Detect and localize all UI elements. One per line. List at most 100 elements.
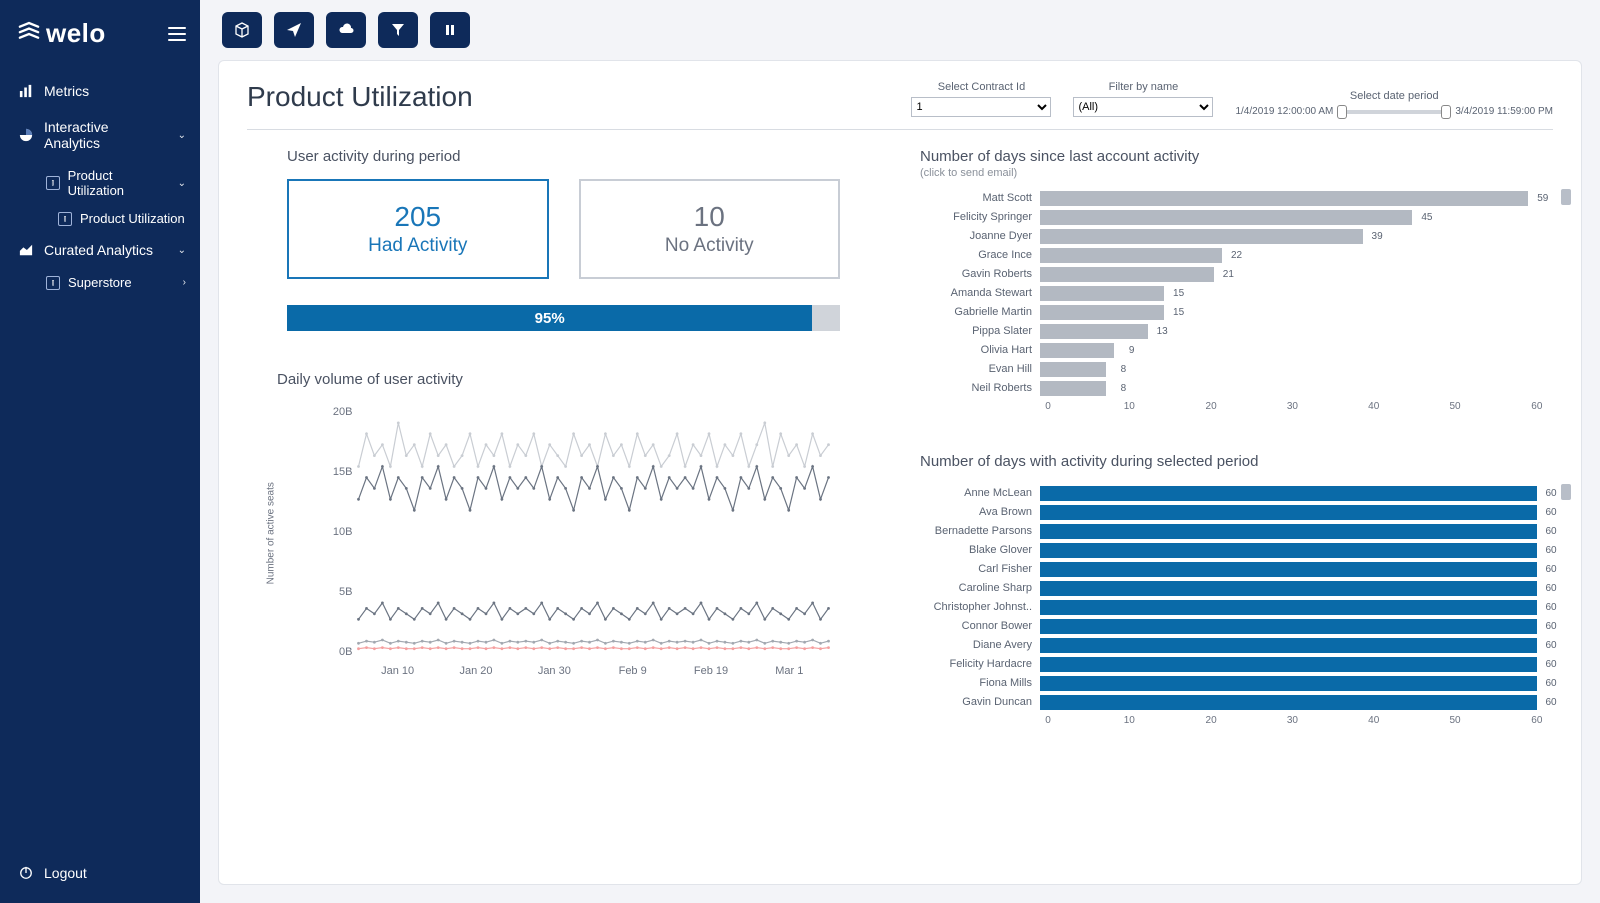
hbar-label: Ava Brown (920, 506, 1040, 518)
chart-box-icon: ⫾ (58, 212, 72, 226)
hbar-label: Anne McLean (920, 487, 1040, 499)
hbar-row[interactable]: Neil Roberts 8 (920, 379, 1553, 397)
filter-icon (390, 22, 406, 38)
send-icon (286, 22, 302, 38)
sidebar-item-metrics[interactable]: Metrics (0, 73, 200, 109)
hbar-row: Bernadette Parsons 60 (920, 522, 1553, 540)
sidebar-subitem-superstore[interactable]: ⫾ Superstore › (46, 268, 200, 297)
cube-icon (234, 22, 250, 38)
chevron-down-icon: ⌄ (178, 130, 186, 141)
toolbar-filter-button[interactable] (378, 12, 418, 48)
chevron-down-icon: ⌄ (178, 178, 186, 189)
hbar-row[interactable]: Matt Scott 59 (920, 189, 1553, 207)
sidebar-item-label: Product Utilization (80, 211, 185, 226)
toolbar-pause-button[interactable] (430, 12, 470, 48)
hbar-row[interactable]: Olivia Hart 9 (920, 341, 1553, 359)
hbar-label: Bernadette Parsons (920, 525, 1040, 537)
svg-text:Jan 20: Jan 20 (459, 665, 492, 677)
toolbar (200, 0, 1600, 60)
logo-icon (18, 21, 40, 47)
sidebar-item-interactive-analytics[interactable]: Interactive Analytics ⌄ (0, 109, 200, 161)
sidebar-item-curated-analytics[interactable]: Curated Analytics ⌄ (0, 232, 200, 268)
kpi-value: 10 (591, 201, 829, 233)
kpi-had-activity[interactable]: 205 Had Activity (287, 179, 549, 279)
hbar-label: Christopher Johnst.. (920, 601, 1040, 613)
slider-handle-end[interactable] (1441, 105, 1451, 119)
filter-name-label: Filter by name (1109, 81, 1179, 93)
sidebar-subitem2-product-utilization[interactable]: ⫾ Product Utilization (58, 205, 200, 232)
left-column: User activity during period 205 Had Acti… (247, 148, 880, 857)
filters: Select Contract Id 1 Filter by name (All… (911, 81, 1553, 117)
chart-box-icon: ⫾ (46, 176, 60, 190)
main: Product Utilization Select Contract Id 1… (200, 0, 1600, 903)
scrollbar[interactable] (1561, 189, 1571, 205)
sidebar-subitem-product-utilization[interactable]: ⫾ Product Utilization ⌄ (46, 161, 200, 205)
hbar-label: Neil Roberts (920, 382, 1040, 394)
hbar-label: Felicity Hardacre (920, 658, 1040, 670)
hbar-row[interactable]: Evan Hill 8 (920, 360, 1553, 378)
toolbar-send-button[interactable] (274, 12, 314, 48)
hbar-label: Evan Hill (920, 363, 1040, 375)
brand-name: welo (46, 18, 106, 49)
svg-text:20B: 20B (333, 406, 353, 418)
toolbar-cloud-button[interactable] (326, 12, 366, 48)
activity-chart-title: Number of days with activity during sele… (920, 453, 1553, 470)
nav: Metrics Interactive Analytics ⌄ ⫾ Produc… (0, 73, 200, 849)
sidebar-item-label: Curated Analytics (44, 242, 153, 258)
hbar-row: Ava Brown 60 (920, 503, 1553, 521)
svg-text:5B: 5B (339, 586, 352, 598)
kpi-no-activity[interactable]: 10 No Activity (579, 179, 841, 279)
hbar-row[interactable]: Pippa Slater 13 (920, 322, 1553, 340)
kpi-label: Had Activity (299, 235, 537, 257)
hbar-row: Christopher Johnst.. 60 (920, 598, 1553, 616)
hbar-row: Diane Avery 60 (920, 636, 1553, 654)
svg-text:Jan 10: Jan 10 (381, 665, 414, 677)
activity-chart: Anne McLean 60 Ava Brown 60 Bernadette P… (920, 484, 1553, 731)
hbar-row[interactable]: Grace Ince 22 (920, 246, 1553, 264)
chart-box-icon: ⫾ (46, 276, 60, 290)
logout-button[interactable]: Logout (0, 849, 200, 903)
sidebar-item-label: Superstore (68, 275, 132, 290)
kpi-label: No Activity (591, 235, 829, 257)
area-chart-icon (18, 242, 34, 258)
slider-handle-start[interactable] (1337, 105, 1347, 119)
inactivity-chart-subtitle: (click to send email) (920, 167, 1553, 179)
hbar-row[interactable]: Gabrielle Martin 15 (920, 303, 1553, 321)
hbar-row: Felicity Hardacre 60 (920, 655, 1553, 673)
sidebar-item-label: Metrics (44, 83, 89, 99)
hbar-row: Anne McLean 60 (920, 484, 1553, 502)
filter-date-label: Select date period (1350, 90, 1439, 102)
hbar-row[interactable]: Felicity Springer 45 (920, 208, 1553, 226)
name-select[interactable]: (All) (1073, 97, 1213, 117)
progress-percent: 95% (535, 310, 565, 327)
bars-icon (18, 83, 34, 99)
logout-label: Logout (44, 865, 87, 881)
progress-bar: 95% (287, 305, 840, 331)
hbar-row: Carl Fisher 60 (920, 560, 1553, 578)
sidebar-item-label: Product Utilization (68, 168, 170, 198)
menu-toggle-icon[interactable] (168, 27, 186, 41)
right-column: Number of days since last account activi… (920, 148, 1553, 857)
hbar-row[interactable]: Amanda Stewart 15 (920, 284, 1553, 302)
date-start: 1/4/2019 12:00:00 AM (1235, 106, 1333, 117)
hbar-row: Fiona Mills 60 (920, 674, 1553, 692)
scrollbar[interactable] (1561, 484, 1571, 500)
cloud-icon (338, 22, 354, 38)
hbar-label: Gavin Duncan (920, 696, 1040, 708)
power-icon (18, 865, 34, 881)
date-slider[interactable] (1339, 110, 1449, 114)
contract-select[interactable]: 1 (911, 97, 1051, 117)
hbar-row: Blake Glover 60 (920, 541, 1553, 559)
hbar-row: Caroline Sharp 60 (920, 579, 1553, 597)
kpi-value: 205 (299, 201, 537, 233)
hbar-row[interactable]: Joanne Dyer 39 (920, 227, 1553, 245)
hbar-row: Connor Bower 60 (920, 617, 1553, 635)
toolbar-cube-button[interactable] (222, 12, 262, 48)
hbar-label: Diane Avery (920, 639, 1040, 651)
svg-text:15B: 15B (333, 466, 353, 478)
hbar-label: Connor Bower (920, 620, 1040, 632)
line-chart-title: Daily volume of user activity (277, 371, 880, 388)
y-axis-label: Number of active seats (266, 482, 277, 584)
hbar-label: Carl Fisher (920, 563, 1040, 575)
hbar-row[interactable]: Gavin Roberts 21 (920, 265, 1553, 283)
